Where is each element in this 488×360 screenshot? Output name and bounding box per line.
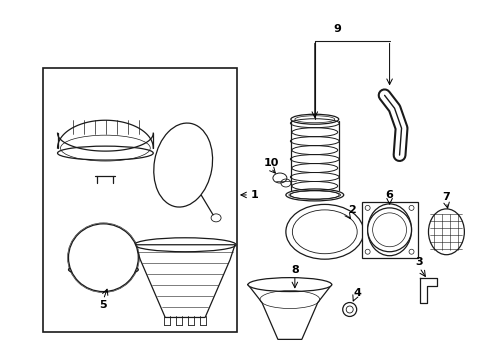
Ellipse shape bbox=[367, 208, 411, 252]
Text: 10: 10 bbox=[263, 158, 278, 168]
Text: 4: 4 bbox=[353, 288, 361, 298]
Bar bbox=[42, 68, 237, 332]
Ellipse shape bbox=[427, 209, 464, 255]
Ellipse shape bbox=[247, 278, 331, 292]
Text: 7: 7 bbox=[442, 192, 449, 202]
Text: 9: 9 bbox=[333, 24, 341, 33]
Ellipse shape bbox=[153, 123, 212, 207]
Text: 1: 1 bbox=[250, 190, 258, 200]
Bar bbox=[361, 202, 417, 258]
Polygon shape bbox=[247, 285, 331, 339]
Text: 3: 3 bbox=[415, 257, 423, 267]
Text: 8: 8 bbox=[290, 265, 298, 275]
Polygon shape bbox=[81, 228, 125, 278]
Ellipse shape bbox=[68, 224, 138, 292]
Text: 6: 6 bbox=[385, 190, 393, 200]
Polygon shape bbox=[135, 245, 235, 318]
Ellipse shape bbox=[342, 302, 356, 316]
Ellipse shape bbox=[367, 204, 411, 256]
Text: 2: 2 bbox=[347, 205, 355, 215]
Polygon shape bbox=[419, 278, 437, 302]
Ellipse shape bbox=[285, 204, 363, 259]
Text: 5: 5 bbox=[100, 300, 107, 310]
